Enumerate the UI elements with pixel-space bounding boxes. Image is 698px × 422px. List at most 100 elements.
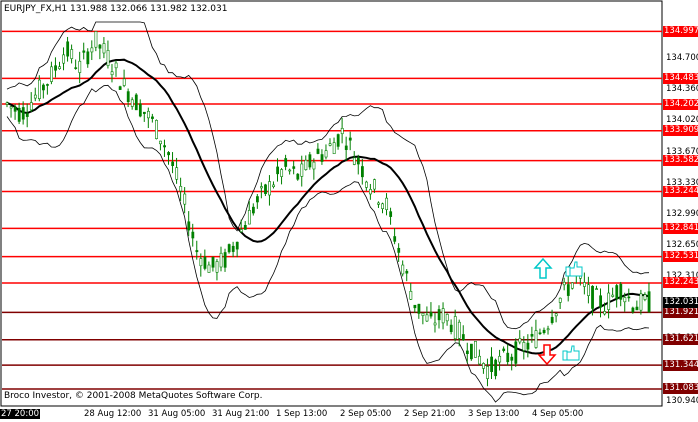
candle-body	[308, 154, 312, 168]
candle-body	[171, 161, 175, 167]
candle-body	[385, 197, 389, 210]
candle-body	[134, 94, 138, 111]
candle-body	[453, 316, 457, 340]
candle-body	[522, 342, 526, 351]
candle-body	[369, 189, 372, 195]
bollinger-upper-line	[6, 21, 650, 330]
candle-body	[239, 229, 243, 233]
level-price-tag: 132.531	[663, 251, 698, 263]
candle-body	[183, 193, 187, 205]
candle-body	[256, 196, 259, 203]
candle-body	[595, 288, 598, 290]
candle-body	[304, 159, 308, 170]
candle-body	[296, 173, 300, 180]
candle-body	[211, 256, 215, 268]
ohlc-values: 131.988 132.066 131.982 132.031	[69, 4, 228, 14]
candle-body	[312, 161, 316, 170]
candle-body	[199, 258, 203, 267]
candle-body	[106, 50, 110, 66]
candle-body	[94, 31, 98, 48]
candle-body	[538, 332, 542, 335]
candle-body	[486, 366, 489, 379]
candle-body	[377, 202, 380, 205]
candle-body	[405, 270, 409, 274]
candle-body	[562, 281, 566, 286]
price-tick-label: 133.330	[666, 177, 698, 188]
current-price-tag: 132.031	[663, 296, 698, 308]
candle-body	[445, 314, 449, 322]
candle-body	[207, 264, 211, 273]
arrow-down-icon	[537, 344, 557, 366]
candle-body	[147, 110, 150, 119]
candle-body	[223, 252, 227, 268]
candle-body	[264, 184, 267, 195]
candle-body	[615, 285, 619, 299]
chart-frame	[0, 0, 663, 407]
candle-body	[78, 60, 82, 73]
candle-body	[33, 94, 37, 99]
candle-body	[639, 293, 643, 311]
candle-body	[437, 309, 441, 321]
candle-body	[482, 363, 485, 369]
candle-body	[647, 291, 651, 313]
candle-body	[510, 356, 514, 361]
candle-body	[82, 50, 86, 53]
candle-body	[635, 306, 639, 311]
price-tick-label: 132.310	[666, 270, 698, 281]
candle-body	[558, 297, 562, 303]
candle-body	[397, 247, 401, 253]
candle-body	[591, 285, 594, 309]
candle-body	[29, 102, 33, 111]
candle-body	[179, 186, 183, 192]
price-tick-label: 134.360	[666, 83, 698, 94]
candle-body	[272, 184, 275, 188]
time-tick-label: 4 Sep 05:00	[532, 409, 584, 419]
candle-body	[393, 236, 397, 242]
candle-body	[247, 210, 251, 225]
candle-body	[215, 261, 219, 273]
candle-body	[46, 84, 49, 86]
candle-body	[534, 330, 538, 348]
candle-body	[490, 356, 494, 373]
candle-body	[470, 343, 473, 360]
candle-body	[365, 181, 368, 188]
level-price-tag: 133.244	[663, 186, 698, 198]
time-tick-label: 28 Aug 12:00	[84, 409, 142, 419]
time-tick-label: 3 Sep 13:00	[468, 409, 520, 419]
horizontal-levels	[2, 30, 662, 390]
candle-body	[195, 250, 199, 253]
candle-body	[373, 179, 376, 190]
candle-body	[518, 338, 522, 343]
candle-body	[494, 359, 498, 377]
candle-body	[316, 148, 320, 154]
candle-body	[98, 44, 102, 49]
candle-body	[42, 84, 45, 91]
level-price-tag: 134.483	[663, 72, 698, 84]
candle-body	[74, 67, 78, 69]
candle-body	[235, 241, 239, 250]
candle-body	[219, 252, 223, 268]
candle-body	[276, 166, 280, 175]
candle-body	[413, 304, 417, 309]
candle-body	[227, 244, 231, 253]
level-price-tag: 133.909	[663, 125, 698, 137]
level-price-tag: 131.083	[663, 383, 698, 395]
candle-body	[441, 308, 445, 324]
candle-body	[360, 166, 364, 178]
price-tick-label: 133.670	[666, 146, 698, 157]
candle-body	[62, 54, 66, 64]
candle-body	[546, 328, 550, 331]
level-price-tag: 134.997	[663, 25, 698, 37]
candle-body	[203, 256, 207, 269]
candle-body	[251, 206, 255, 214]
candle-body	[643, 294, 647, 300]
time-tick-label: 27 20:00	[0, 409, 41, 419]
candle-body	[268, 181, 271, 196]
candle-body	[514, 341, 518, 364]
level-price-tag: 132.243	[663, 277, 698, 289]
candle-body	[389, 211, 393, 217]
candle-body	[421, 312, 425, 316]
candle-body	[340, 127, 344, 135]
